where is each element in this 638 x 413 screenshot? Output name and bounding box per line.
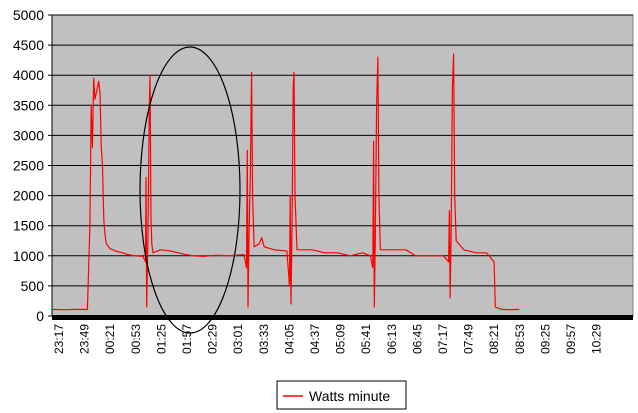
y-tick-label: 5000 [13, 7, 44, 23]
x-tick-label: 08:21 [487, 324, 501, 354]
x-tick-label: 06:45 [410, 324, 424, 354]
y-tick-label: 3000 [13, 127, 44, 143]
x-tick-label: 01:25 [154, 324, 168, 354]
x-tick-label: 05:09 [334, 324, 348, 354]
series-line-0 [51, 53, 520, 311]
x-tick-label: 04:05 [282, 324, 296, 354]
y-tick-label: 2000 [13, 188, 44, 204]
y-tick-label: 0 [36, 308, 44, 324]
x-tick-label: 04:37 [308, 324, 322, 354]
x-tick-label: 07:49 [462, 324, 476, 354]
x-tick-label: 09:25 [538, 324, 552, 354]
x-tick-label: 01:57 [180, 324, 194, 354]
x-axis-bar [52, 315, 633, 320]
x-tick-label: 10:29 [590, 324, 604, 354]
x-tick-label: 09:57 [564, 324, 578, 354]
y-axis-ticks: 0 500 1000 1500 2000 2500 3000 3500 4000 4500 5000 [13, 7, 53, 324]
x-tick-label: 00:21 [103, 324, 117, 354]
x-tick-label: 08:53 [513, 324, 527, 354]
x-tick-label: 23:17 [52, 324, 66, 354]
y-tick-label: 1500 [13, 218, 44, 234]
legend-box [276, 380, 407, 410]
x-tick-label: 06:13 [385, 324, 399, 354]
y-tick-label: 4000 [13, 67, 44, 83]
x-tick-label: 00:53 [129, 324, 143, 354]
y-tick-label: 4500 [13, 37, 44, 53]
x-tick-label: 05:41 [359, 324, 373, 354]
y-tick-label: 500 [21, 278, 45, 294]
x-tick-label: 03:33 [257, 324, 271, 354]
x-tick-label: 03:01 [231, 324, 245, 354]
legend: Watts minute [276, 380, 407, 410]
y-gridlines [52, 14, 633, 287]
legend-label: Watts minute [309, 388, 390, 404]
x-tick-label: 23:49 [78, 324, 92, 354]
highlight-ellipse [139, 46, 241, 334]
x-axis-ticks: 23:17 23:49 00:21 00:53 01:25 01:57 02:29 03:01… [52, 315, 633, 354]
x-tick-label: 07:17 [436, 324, 450, 354]
y-tick-label: 1000 [13, 248, 44, 264]
y-tick-label: 2500 [13, 158, 44, 174]
x-tick-label: 02:29 [206, 324, 220, 354]
y-tick-label: 3500 [13, 97, 44, 113]
series-lines [51, 53, 520, 311]
